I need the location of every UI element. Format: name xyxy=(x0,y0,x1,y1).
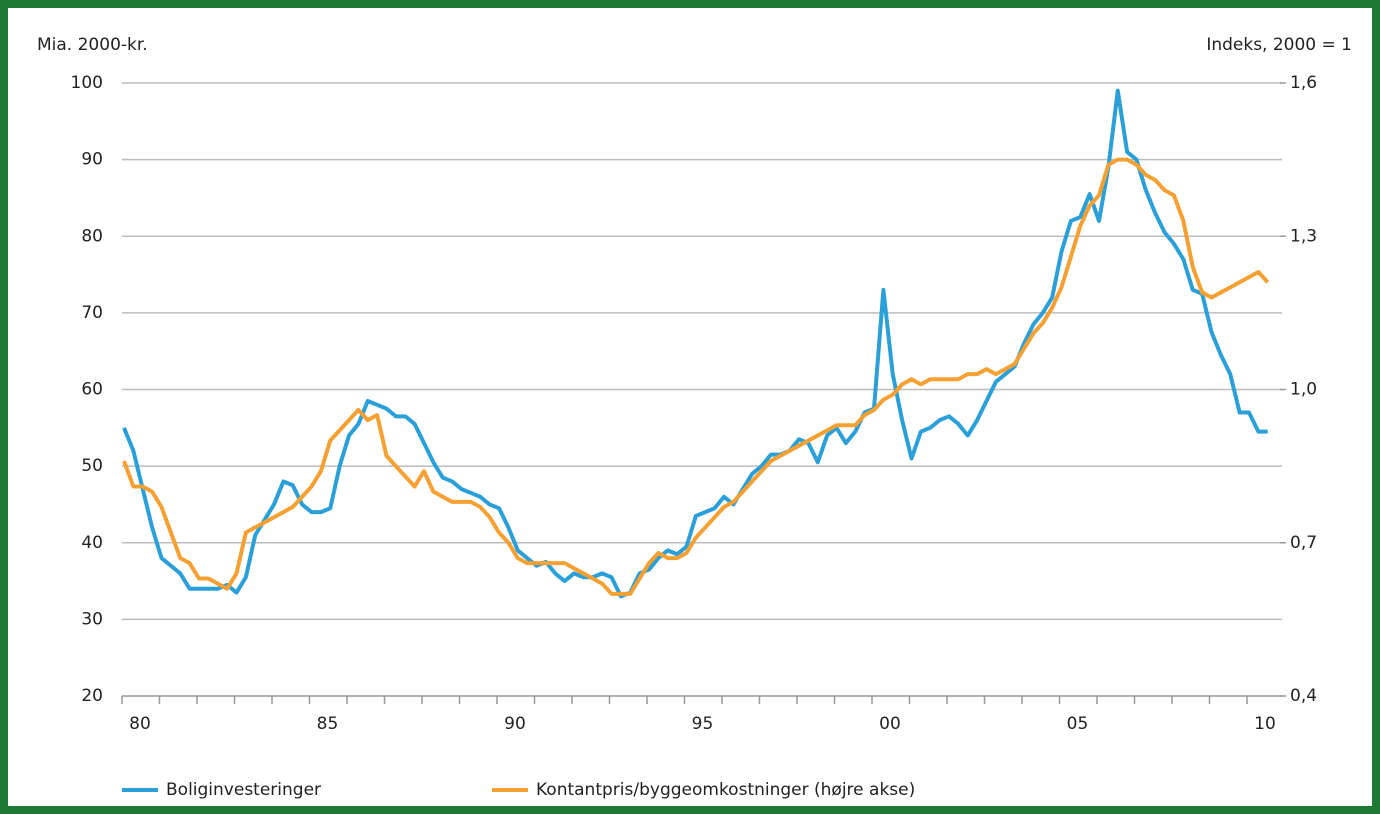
y-tick-label: 30 xyxy=(81,609,103,629)
y-tick-label: 20 xyxy=(81,686,103,706)
y-tick-label: 60 xyxy=(81,380,103,400)
x-tick-label: 95 xyxy=(692,714,714,734)
series-line xyxy=(122,157,1270,596)
y-tick-label: 80 xyxy=(81,226,103,246)
y-axis-label: Mia. 2000-kr. xyxy=(37,35,148,55)
legend-label: Boliginvesteringer xyxy=(166,780,321,800)
y-tick-label: 90 xyxy=(81,150,103,170)
y-tick-label: 70 xyxy=(81,303,103,323)
y-tick-label: 100 xyxy=(71,73,103,93)
y2-tick-label: 1,0 xyxy=(1290,380,1317,400)
x-tick-label: 10 xyxy=(1254,714,1276,734)
y2-tick-label: 1,6 xyxy=(1290,73,1317,93)
legend-label: Kontantpris/byggeomkostninger (højre aks… xyxy=(536,780,915,800)
y2-tick-label: 1,3 xyxy=(1290,226,1317,246)
y-tick-label: 50 xyxy=(81,456,103,476)
y2-axis-label: Indeks, 2000 = 1 xyxy=(1206,35,1352,55)
x-tick-label: 80 xyxy=(129,714,151,734)
x-tick-label: 00 xyxy=(879,714,901,734)
x-tick-label: 85 xyxy=(317,714,339,734)
y2-tick-label: 0,4 xyxy=(1290,686,1317,706)
y2-tick-label: 0,7 xyxy=(1290,533,1317,553)
x-tick-label: 05 xyxy=(1067,714,1089,734)
series-line xyxy=(122,88,1268,599)
x-tick-label: 90 xyxy=(504,714,526,734)
y-tick-label: 40 xyxy=(81,533,103,553)
